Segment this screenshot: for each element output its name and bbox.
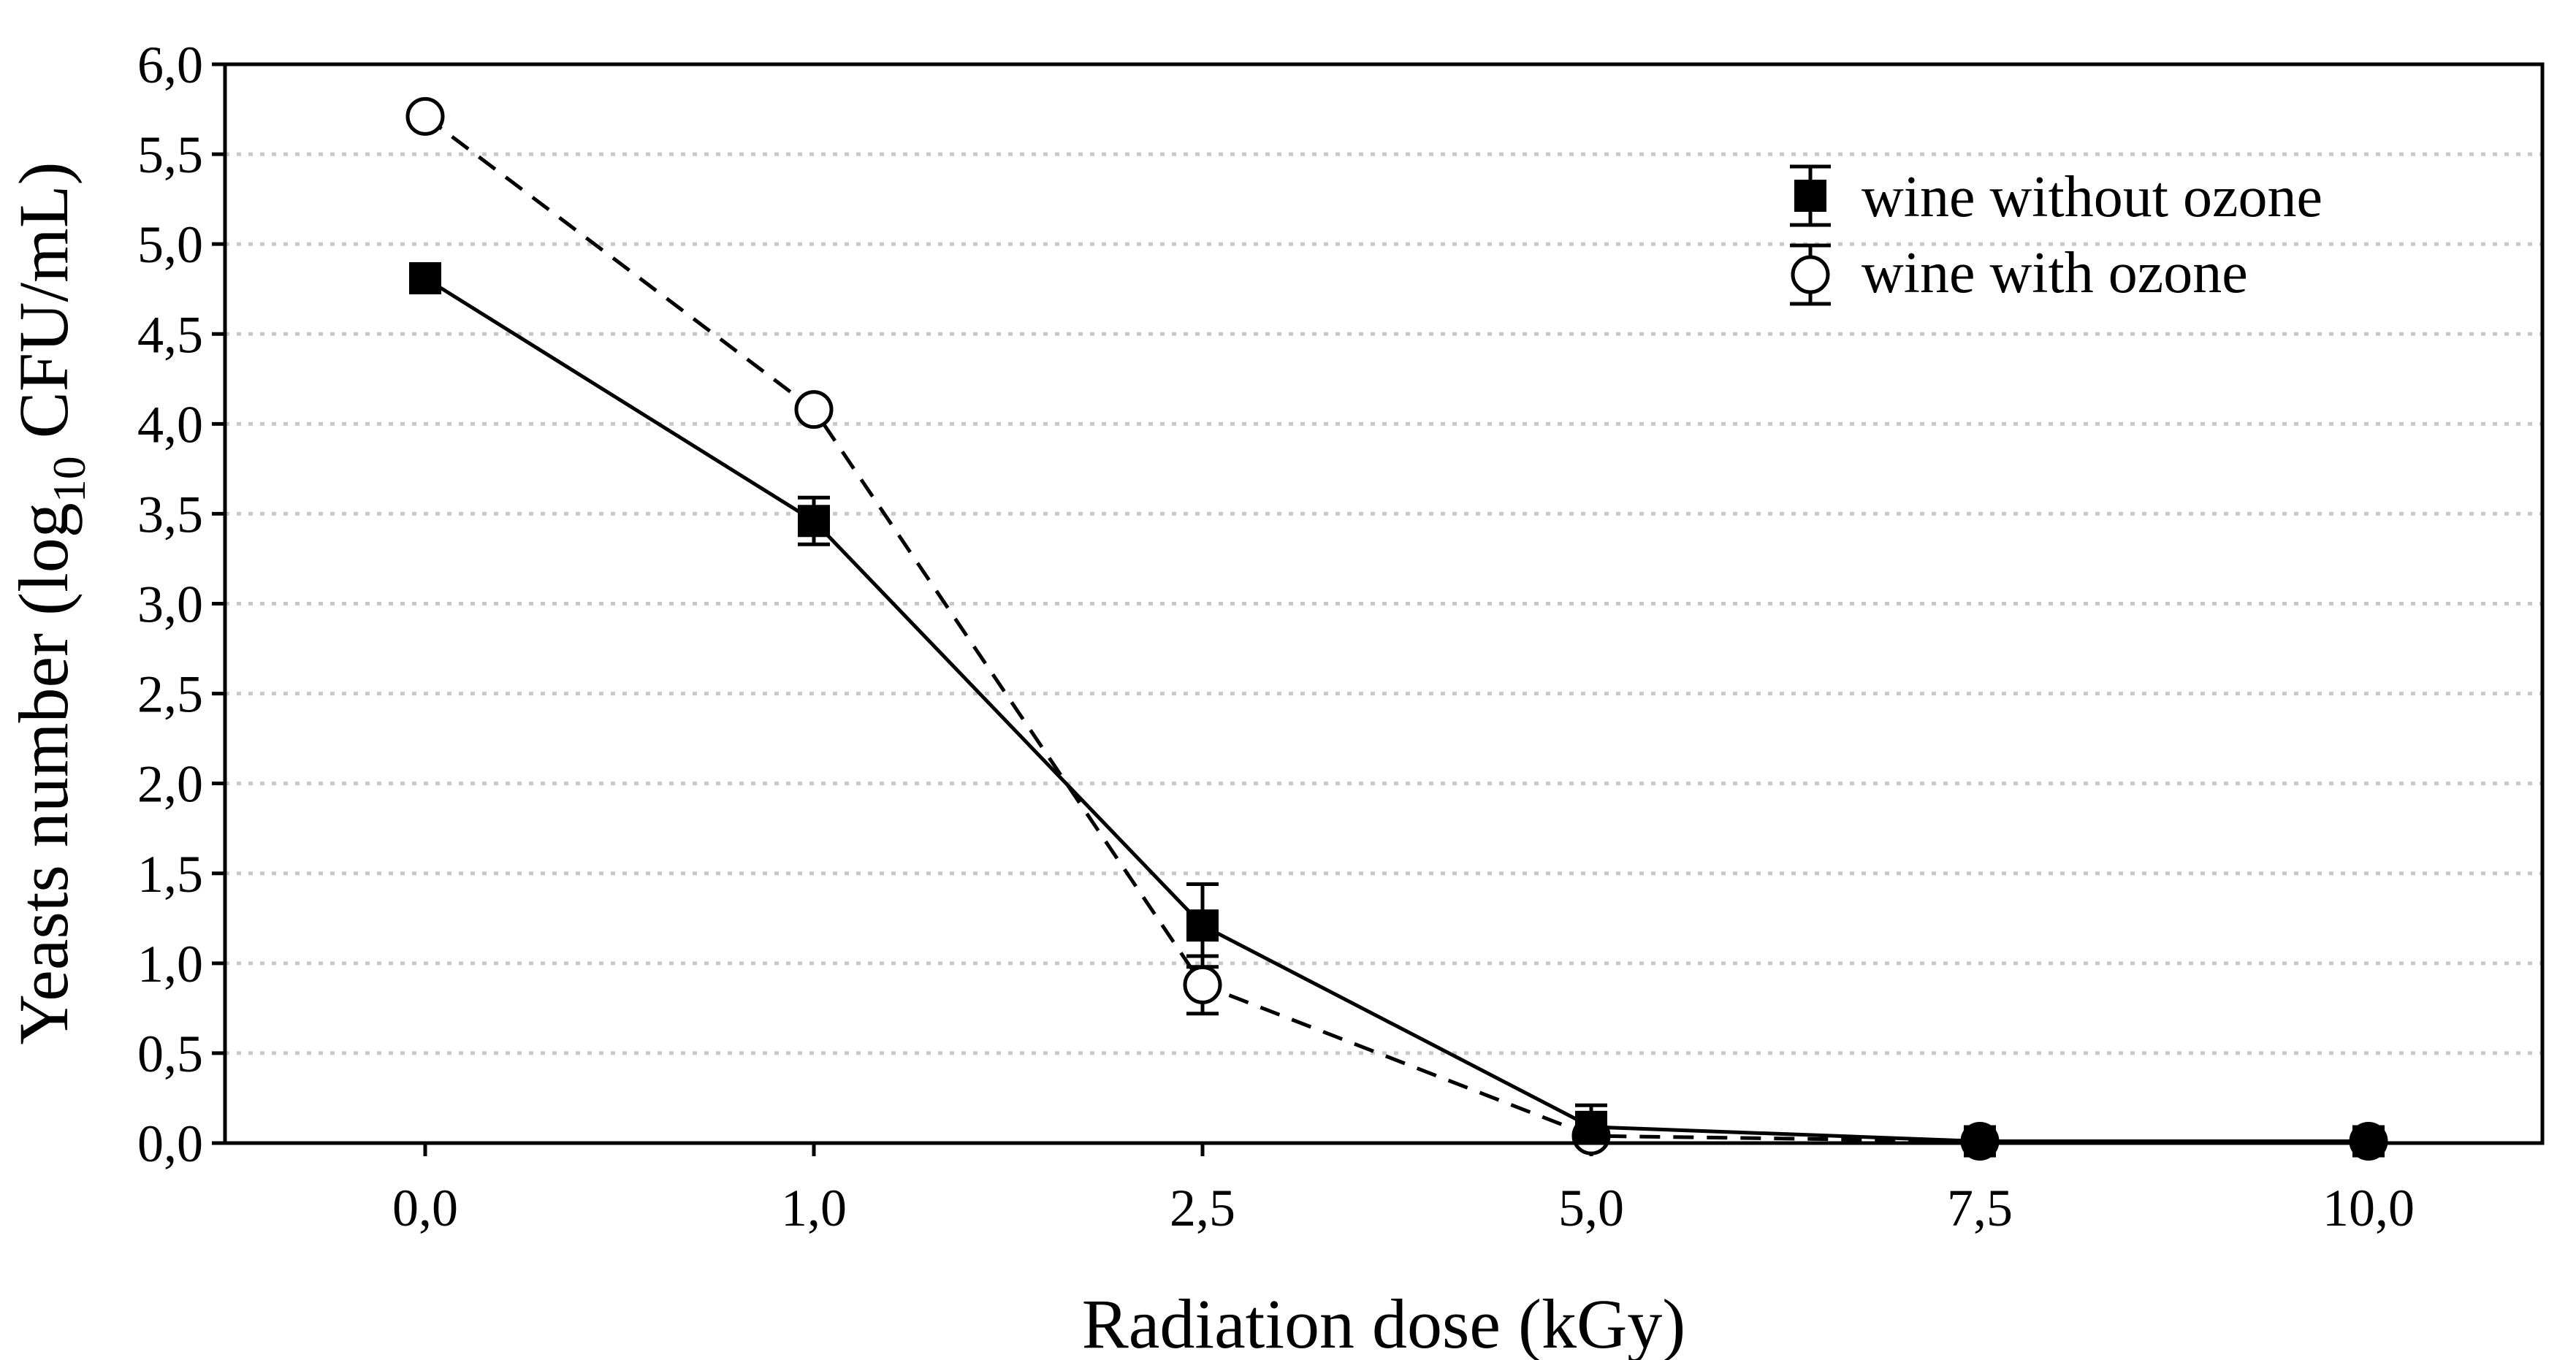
y-tick-label: 6,0 [137,36,203,94]
data-point-circle [405,96,445,136]
x-tick-label: 5,0 [1558,1179,1624,1237]
series-line [424,276,2369,1144]
y-tick-label: 1,5 [137,845,203,904]
legend-entry-with-ozone: wine with ozone [1790,241,2248,306]
legend-label-with-ozone: wine with ozone [1861,241,2248,305]
data-point-square [1575,1110,1607,1143]
x-tick-label: 7,5 [1947,1179,2013,1237]
y-tick-label: 5,0 [137,215,203,274]
y-tick-label: 4,5 [137,305,203,364]
grid-layer [225,152,2542,1055]
x-axis: 0,0 1,0 2,5 5,0 7,5 10,0 [392,1143,2415,1237]
x-tick-label: 0,0 [392,1179,458,1237]
data-point-square [798,505,830,538]
data-point-circle [1183,965,1222,1004]
y-axis-title-suffix: CFU/mL) [4,162,83,456]
series-layer [405,96,2388,1161]
data-point-square [1186,909,1219,942]
y-tick-label: 5,5 [137,126,203,184]
legend-marker-circle [1791,255,1830,294]
y-tick-label: 2,0 [137,755,203,814]
legend-entry-without-ozone: wine without ozone [1790,164,2322,229]
y-tick-label: 1,0 [137,935,203,993]
y-axis-title-subscript: 10 [43,456,95,503]
data-point-square [409,261,441,294]
x-axis-title: Radiation dose (kGy) [1082,1285,1686,1360]
x-tick-label: 2,5 [1170,1179,1235,1237]
y-tick-label: 3,0 [137,576,203,634]
y-tick-label: 4,0 [137,395,203,454]
series-without-ozone [409,261,2385,1158]
legend: wine without ozone wine with ozone [1790,164,2322,306]
y-axis-title-prefix: Yeasts number (log [4,503,83,1044]
y-axis-title: Yeasts number (log10 CFU/mL) [4,162,95,1045]
data-point-square [1964,1125,1996,1158]
y-tick-label: 2,5 [137,665,203,724]
y-axis: 0,0 0,5 1,0 1,5 2,0 2,5 3,0 3,5 4,0 4,5 5,0 5,5 6,0 [137,36,225,1173]
legend-label-without-ozone: wine without ozone [1861,165,2322,229]
data-point-circle [794,390,834,429]
data-point-square [2352,1125,2385,1158]
y-tick-label: 3,5 [137,485,203,543]
x-tick-label: 10,0 [2322,1179,2415,1237]
x-tick-label: 1,0 [781,1179,847,1237]
legend-marker-square [1794,180,1826,212]
y-tick-label: 0,0 [137,1115,203,1173]
y-tick-label: 0,5 [137,1025,203,1083]
